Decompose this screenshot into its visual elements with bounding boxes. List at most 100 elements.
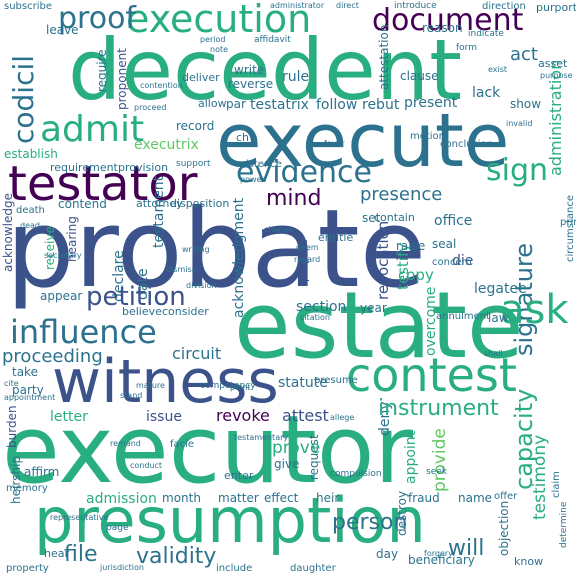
word-instrument: instrument <box>378 396 499 421</box>
word-day: day <box>376 547 399 561</box>
word-issue: issue <box>146 409 182 425</box>
word-establish: establish <box>4 147 58 161</box>
word-show: show <box>510 97 542 111</box>
word-page: page <box>106 523 129 533</box>
word-ch: ch <box>236 131 250 144</box>
word-memory: memory <box>6 483 48 494</box>
word-include: include <box>216 563 253 574</box>
word-office: office <box>434 213 473 229</box>
word-proceeding: proceeding <box>2 346 103 367</box>
word-reason: reason <box>422 21 463 35</box>
word-executrix: executrix <box>134 137 199 153</box>
word-testator: testator <box>8 156 198 212</box>
word-secretary: secretary <box>44 251 82 260</box>
word-enter: enter <box>224 469 254 482</box>
word-appointment: appointment <box>4 393 56 402</box>
word-circuit: circuit <box>172 344 222 363</box>
word-death: death <box>16 205 45 216</box>
word-follow: follow <box>316 97 358 113</box>
word-raise: raise <box>396 239 426 253</box>
word-require: require <box>95 49 109 92</box>
word-property: property <box>6 563 49 574</box>
word-disposition: disposition <box>170 197 230 210</box>
word-writing: writing <box>182 245 210 254</box>
word-consider: consider <box>162 305 209 318</box>
word-proceed: proceed <box>134 103 167 112</box>
word-compulsion: compulsion <box>330 469 382 479</box>
word-presence-v: presence <box>360 184 443 205</box>
word-circumstance: circumstance <box>565 195 576 262</box>
word-fraud: fraud <box>408 491 440 505</box>
word-heirship: heirship <box>9 455 23 504</box>
word-favor: favor <box>324 139 345 148</box>
word-prove: prove <box>272 438 321 458</box>
word-witness: witness <box>52 347 279 417</box>
word-entitle: entitle <box>318 231 354 244</box>
word-hear: hear <box>44 547 70 560</box>
word-codicil: codicil <box>7 54 40 144</box>
word-statute: statute <box>278 375 328 391</box>
word-par: par <box>226 97 246 111</box>
word-stand: stand <box>120 391 143 400</box>
word-executor: executor <box>2 396 414 505</box>
word-probate: probate <box>6 187 427 312</box>
word-seal: seal <box>432 237 457 251</box>
word-contend: contend <box>58 197 107 211</box>
word-leave: leave <box>46 23 79 37</box>
word-matter: matter <box>218 491 259 505</box>
word-file: file <box>64 542 98 567</box>
word-receive: receive <box>43 226 57 270</box>
word-annulment: annulment <box>436 311 491 322</box>
word-provision: provision <box>118 161 169 174</box>
word-objection: objection <box>497 500 511 556</box>
word-division: division <box>186 281 217 290</box>
word-contest: contest <box>346 348 517 402</box>
word-write: write <box>234 63 265 77</box>
word-influence: influence <box>10 313 157 351</box>
word-conduct: conduct <box>130 461 163 470</box>
word-change: change <box>264 225 294 234</box>
word-dead: dead <box>20 221 40 230</box>
word-testament: testament <box>151 175 167 248</box>
word-affirm: affirm <box>24 465 60 479</box>
word-decedent: decedent <box>68 21 463 119</box>
word-mature: mature <box>136 381 165 390</box>
word-testamentary: testamentary <box>234 433 289 442</box>
word-affidavit: affidavit <box>254 35 291 45</box>
word-contain: contain <box>374 211 415 224</box>
word-ask: ask <box>500 287 569 333</box>
word-effect: effect <box>264 491 299 505</box>
word-month: month <box>162 491 201 505</box>
word-asset: asset <box>538 57 568 70</box>
word-heir: heir <box>316 491 340 505</box>
word-evidence: evidence <box>236 155 373 190</box>
word-remand: remand <box>110 439 141 448</box>
word-invalid: invalid <box>506 119 533 128</box>
word-allow: allow <box>198 97 227 110</box>
word-revocation: revocation <box>374 220 392 300</box>
word-provide: provide <box>430 428 450 492</box>
word-deem: deem <box>296 243 319 252</box>
word-daughter: daughter <box>290 563 336 574</box>
word-admit: admit <box>40 109 145 150</box>
word-forgery: forgery <box>424 549 453 558</box>
word-appoint: appoint <box>403 430 419 484</box>
word-copy: copy <box>398 266 434 284</box>
word-regard: regard <box>294 255 321 264</box>
word-lack: lack <box>472 85 501 101</box>
word-power: power <box>240 175 265 184</box>
word-presume: presume <box>314 375 358 386</box>
word-exist: exist <box>488 65 508 74</box>
word-give: give <box>274 457 300 471</box>
word-cite: cite <box>4 379 19 388</box>
word-conclusion: conclusion <box>440 139 494 150</box>
word-will: will <box>448 536 485 561</box>
word-section: section <box>296 299 347 315</box>
word-act: act <box>510 44 538 65</box>
word-year: year <box>360 301 387 315</box>
word-period: period <box>200 35 226 44</box>
word-party: party <box>12 383 44 397</box>
word-direct: direct <box>336 1 359 10</box>
word-shall: shall <box>484 349 503 358</box>
word-requirement: requirement <box>50 161 118 174</box>
